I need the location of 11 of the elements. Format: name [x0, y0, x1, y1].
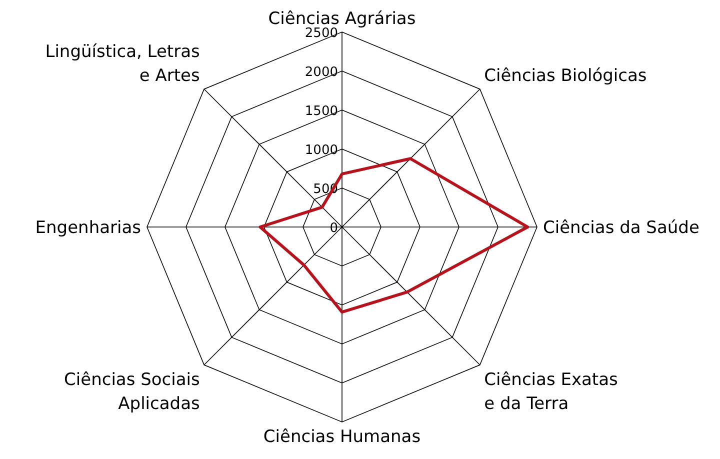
y-tick-label: 1000: [304, 143, 338, 158]
spoke-label: Engenharias: [35, 218, 142, 238]
spoke-label: Ciências Humanas: [263, 427, 421, 447]
spoke-label: Ciências Biológicas: [484, 66, 647, 86]
spoke-label: Ciências Sociais Aplicadas: [64, 370, 200, 414]
spoke-label: Ciências Exatas e da Terra: [484, 370, 618, 414]
y-tick-label: 1500: [304, 104, 338, 119]
y-tick-label: 2000: [304, 65, 338, 80]
spoke-label: Ciências da Saúde: [543, 218, 700, 238]
spoke-label: Lingüística, Letras e Artes: [45, 42, 200, 86]
y-tick-label: 2500: [304, 26, 338, 41]
